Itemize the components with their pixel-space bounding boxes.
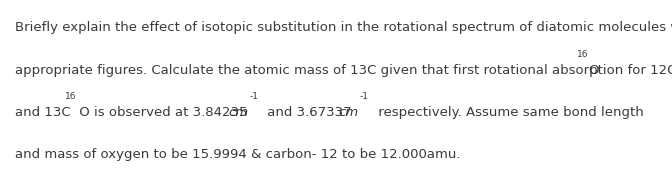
Text: Briefly explain the effect of isotopic substitution in the rotational spectrum o: Briefly explain the effect of isotopic s… [15, 21, 672, 34]
Text: cm: cm [228, 106, 249, 119]
Text: and mass of oxygen to be 15.9994 & carbon- 12 to be 12.000amu.: and mass of oxygen to be 15.9994 & carbo… [15, 148, 460, 161]
Text: cm: cm [338, 106, 358, 119]
Text: and 3.67337: and 3.67337 [263, 106, 352, 119]
Text: and 13C: and 13C [15, 106, 71, 119]
Text: O is observed at 3.84235: O is observed at 3.84235 [75, 106, 248, 119]
Text: 16: 16 [577, 50, 588, 59]
Text: respectively. Assume same bond length: respectively. Assume same bond length [374, 106, 643, 119]
Text: appropriate figures. Calculate the atomic mass of 13C given that first rotationa: appropriate figures. Calculate the atomi… [15, 64, 672, 77]
Text: -1: -1 [360, 92, 368, 101]
Text: 16: 16 [65, 92, 76, 101]
Text: O: O [589, 64, 599, 77]
Text: -1: -1 [250, 92, 259, 101]
